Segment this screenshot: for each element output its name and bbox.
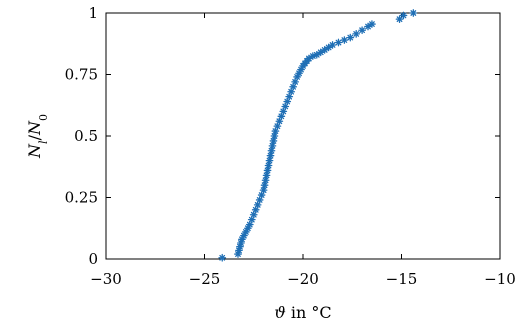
data-point xyxy=(368,20,376,28)
y-axis-label: Nl/N0 xyxy=(25,114,50,159)
y-tick-label: 0.75 xyxy=(65,66,98,84)
plot-frame xyxy=(105,12,501,260)
y-tick-label: 0.25 xyxy=(65,189,98,207)
x-tick-label: −25 xyxy=(189,270,221,288)
y-tick-label: 0 xyxy=(88,250,98,268)
data-point xyxy=(340,36,349,44)
data-point xyxy=(262,171,271,180)
data-point xyxy=(409,9,418,17)
data-point xyxy=(267,146,276,155)
data-point xyxy=(218,253,227,262)
data-point xyxy=(263,166,272,175)
data-points xyxy=(218,9,418,262)
data-point xyxy=(279,107,288,116)
tick-labels: −30 −25 −20 −15 −10 0 0.25 0.5 0.75 1 xyxy=(65,4,516,288)
data-point xyxy=(358,26,366,35)
data-point xyxy=(264,161,273,170)
data-point xyxy=(316,48,325,57)
x-tick-label: −10 xyxy=(484,270,516,288)
x-tick-label: −15 xyxy=(386,270,418,288)
x-tick-label: −20 xyxy=(287,270,319,288)
data-point xyxy=(346,33,355,42)
data-point xyxy=(352,30,361,38)
data-point xyxy=(270,132,279,140)
data-point xyxy=(268,141,277,150)
data-point xyxy=(334,38,343,47)
axis-ticks xyxy=(105,12,501,260)
x-axis-unit: in °C xyxy=(286,303,332,322)
x-axis-label: ϑ in °C xyxy=(274,303,331,322)
data-point xyxy=(328,41,337,49)
x-tick-label: −30 xyxy=(90,270,122,288)
data-point xyxy=(399,11,408,20)
y-tick-label: 1 xyxy=(88,4,98,22)
data-point xyxy=(269,137,278,145)
data-point xyxy=(261,176,270,185)
y-tick-label: 0.5 xyxy=(74,127,98,145)
x-axis-symbol: ϑ xyxy=(274,303,285,322)
data-point xyxy=(265,156,274,165)
data-point xyxy=(266,151,275,160)
data-point xyxy=(260,181,269,190)
data-point xyxy=(259,186,268,194)
